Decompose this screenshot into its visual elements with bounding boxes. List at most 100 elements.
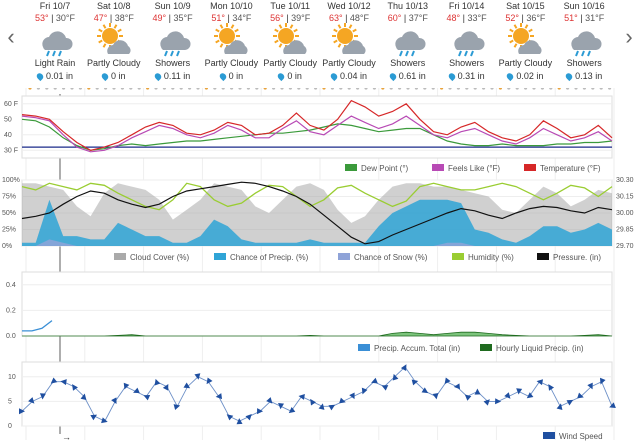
- wind-direction-arrow: [236, 418, 243, 425]
- hour-dot: [246, 88, 250, 90]
- y-tick-label: 60 F: [4, 101, 18, 108]
- wind-direction-arrow: [206, 377, 213, 385]
- hour-dot: [440, 88, 444, 90]
- day-column[interactable]: Fri 10/14 48° | 33°F Showers 0.31 in: [438, 0, 496, 90]
- day-condition: Showers: [390, 58, 426, 68]
- hourly-liquid-area: [22, 331, 613, 337]
- hour-dot: [196, 88, 200, 90]
- legend-label: Humidity (%): [468, 253, 514, 262]
- hour-dot: [347, 88, 351, 90]
- wind-direction-arrow: [548, 384, 555, 391]
- wind-direction-arrow: [123, 382, 130, 390]
- raindrop-icon: [100, 71, 110, 82]
- wind-direction-arrow: [183, 382, 191, 389]
- next-arrow[interactable]: ›: [625, 24, 633, 49]
- wind-direction-arrow: [516, 388, 523, 395]
- day-column[interactable]: Tue 10/11 56° | 39°F Partly Cloudy 0 in: [261, 0, 319, 90]
- day-low: 33°F: [467, 13, 487, 23]
- day-temps: 53° | 30°F: [34, 13, 76, 23]
- rain-icon: [35, 23, 75, 57]
- hour-dot: [70, 88, 74, 90]
- hour-dot: [36, 88, 40, 90]
- hour-dot: [532, 88, 536, 90]
- legend-label: Feels Like (°F): [448, 164, 500, 173]
- wind-direction-arrow: [392, 373, 399, 381]
- wind-direction-arrow: [400, 364, 407, 372]
- day-low: 48°F: [349, 13, 370, 23]
- day-precip: 0.02 in: [496, 71, 554, 82]
- day-low: 31°F: [585, 13, 605, 23]
- day-column[interactable]: Sat 10/8 47° | 38°F Partly Cloudy 0 in: [85, 0, 143, 90]
- raindrop-icon: [329, 71, 339, 82]
- hour-dot: [423, 88, 427, 90]
- wind-direction-arrow: [257, 408, 264, 415]
- legend-swatch: [338, 253, 350, 260]
- day-condition: Partly Cloudy: [87, 58, 141, 68]
- hour-dot: [53, 88, 57, 90]
- day-precip: 0 in: [202, 71, 260, 82]
- hour-dot: [465, 88, 469, 90]
- day-precip-value: 0.11 in: [163, 71, 191, 81]
- day-condition: Showers: [449, 58, 485, 68]
- wind-direction-arrow: [536, 379, 544, 386]
- wind-direction-arrow: [288, 407, 296, 414]
- day-precip: 0.01 in: [26, 71, 84, 82]
- wind-direction-arrow: [278, 403, 285, 410]
- raindrop-icon: [505, 71, 515, 82]
- legend-label: Temperature (°F): [540, 164, 601, 173]
- day-column[interactable]: Mon 10/10 51° | 34°F Partly Cloudy 0 in: [202, 0, 260, 90]
- day-precip: 0 in: [261, 71, 319, 82]
- wind-direction-arrow: [310, 398, 316, 406]
- day-column[interactable]: Sun 10/16 51° | 31°F Showers 0.13 in: [555, 0, 613, 90]
- day-temps: 56° | 39°F: [270, 13, 311, 23]
- y2-tick-label: 30.15: [616, 194, 634, 201]
- hour-dot: [490, 88, 494, 90]
- rain-icon: [153, 23, 193, 57]
- prev-arrow[interactable]: ‹: [7, 24, 15, 49]
- hour-dot: [364, 88, 368, 90]
- precip-accum-line: [22, 320, 53, 332]
- day-column[interactable]: Wed 10/12 63° | 48°F Partly Cloudy 0.04 …: [320, 0, 378, 90]
- hour-dot: [179, 88, 183, 90]
- hour-dot: [272, 88, 276, 90]
- wind-direction-arrow: [72, 384, 78, 391]
- day-precip-value: 0.04 in: [339, 71, 368, 81]
- y-tick-label: 25%: [2, 227, 16, 234]
- hour-dot: [473, 88, 477, 90]
- day-date: Sun 10/9: [154, 1, 191, 11]
- wind-direction-arrow: [39, 393, 46, 400]
- legend-swatch: [214, 253, 226, 260]
- day-column[interactable]: Sun 10/9 49° | 35°F Showers 0.11 in: [144, 0, 202, 90]
- humidity-line: [21, 182, 613, 211]
- hour-dot: [230, 88, 234, 90]
- hour-dot: [498, 88, 502, 90]
- day-column[interactable]: Sat 10/15 52° | 36°F Partly Cloudy 0.02 …: [496, 0, 554, 90]
- day-high: 60°: [387, 13, 402, 23]
- hour-dot: [356, 88, 360, 90]
- day-column[interactable]: Thu 10/13 60° | 37°F Showers 0.61 in: [379, 0, 437, 90]
- legend-label: Hourly Liquid Precip. (in): [496, 344, 584, 353]
- wind-direction-arrow: [566, 399, 574, 406]
- hour-dot: [154, 88, 158, 90]
- hour-dot: [95, 88, 99, 90]
- hour-dot: [381, 88, 385, 90]
- day-date: Thu 10/13: [387, 1, 429, 11]
- wind-direction-arrow: [577, 392, 584, 399]
- day-temps: 60° | 37°F: [387, 13, 428, 23]
- hour-dot: [574, 88, 578, 90]
- hour-dot: [288, 88, 292, 90]
- rain-icon: [388, 23, 428, 57]
- wind-direction-arrow: [266, 397, 273, 404]
- day-precip: 0.11 in: [144, 71, 202, 82]
- day-precip-value: 0.31 in: [457, 71, 485, 81]
- day-precip-value: 0.61 in: [398, 71, 426, 81]
- legend-label: Cloud Cover (%): [130, 253, 189, 262]
- day-temps: 51° | 34°F: [211, 13, 252, 23]
- day-column[interactable]: Fri 10/7 53° | 30°F Light Rain 0.01 in: [26, 0, 84, 90]
- day-temps: 47° | 38°F: [93, 13, 134, 23]
- wind-direction-arrow: [143, 394, 151, 401]
- day-low: 30°F: [55, 13, 76, 23]
- wind-direction-arrow: [495, 398, 502, 405]
- wind-direction-arrow: [504, 392, 511, 399]
- y-tick-label: 30 F: [4, 147, 18, 154]
